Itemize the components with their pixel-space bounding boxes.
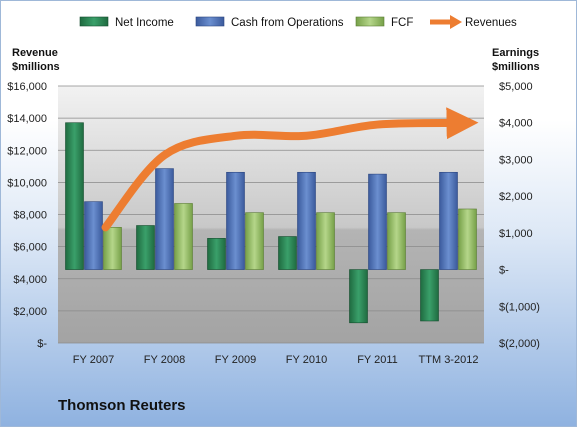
right-tick-label: $(2,000) <box>499 338 540 350</box>
left-axis-title-line1: Revenue <box>12 47 58 59</box>
bar-cash-from-operations <box>84 201 103 270</box>
right-tick-label: $2,000 <box>499 191 533 203</box>
bar-cash-from-operations <box>297 171 316 270</box>
x-tick-label: FY 2010 <box>286 354 327 366</box>
bar-net-income <box>65 122 84 270</box>
legend-label: Cash from Operations <box>231 17 344 29</box>
legend-label: FCF <box>391 17 413 29</box>
bar-net-income <box>136 225 155 270</box>
right-tick-label: $3,000 <box>499 154 533 166</box>
right-tick-label: $5,000 <box>499 81 533 93</box>
revenue-line <box>101 107 479 232</box>
left-tick-labels: $- $2,000 $4,000 $6,000 $8,000 $10,000 $12,000… <box>7 81 47 350</box>
legend-swatch <box>355 16 385 27</box>
right-tick-label: $- <box>499 265 509 277</box>
legend-swatch <box>79 16 109 27</box>
revenue-line-path <box>101 107 479 232</box>
left-tick-label: $2,000 <box>13 306 47 318</box>
bar-fcf <box>103 227 122 270</box>
legend-label: Revenues <box>465 17 517 29</box>
right-tick-label: $1,000 <box>499 228 533 240</box>
bar-fcf <box>387 212 406 270</box>
left-tick-label: $12,000 <box>7 145 47 157</box>
left-tick-label: $16,000 <box>7 81 47 93</box>
bar-net-income <box>207 238 226 270</box>
x-tick-label: FY 2009 <box>215 354 256 366</box>
legend-label: Net Income <box>115 17 174 29</box>
x-tick-label: FY 2011 <box>357 354 398 366</box>
legend-swatch <box>195 16 225 27</box>
right-axis-title-line1: Earnings <box>492 47 539 59</box>
bar-fcf <box>458 208 477 270</box>
gridlines <box>58 85 484 344</box>
x-tick-label: TTM 3-2012 <box>419 354 479 366</box>
right-tick-labels: $(2,000) $(1,000) $- $1,000 $2,000 $3,000 $4,0… <box>499 81 540 350</box>
left-tick-label: $10,000 <box>7 177 47 189</box>
left-tick-label: $4,000 <box>13 274 47 286</box>
left-tick-label: $14,000 <box>7 113 47 125</box>
bar-cash-from-operations <box>368 173 387 270</box>
legend-arrow-icon <box>450 15 462 29</box>
right-tick-label: $(1,000) <box>499 301 540 313</box>
bar-fcf <box>174 203 193 270</box>
right-axis-title-line2: $millions <box>492 61 540 73</box>
left-tick-label: $6,000 <box>13 242 47 254</box>
bar-cash-from-operations <box>226 171 245 270</box>
bar-cash-from-operations <box>439 171 458 270</box>
x-tick-label: FY 2007 <box>73 354 114 366</box>
x-tick-labels: FY 2007 FY 2008 FY 2009 FY 2010 FY 2011 TTM 3… <box>73 354 479 366</box>
bar-net-income <box>278 236 297 270</box>
bar-net-income <box>349 269 368 324</box>
bar-net-income <box>420 269 439 322</box>
bar-cash-from-operations <box>155 168 174 270</box>
left-tick-label: $- <box>37 338 47 350</box>
right-tick-label: $4,000 <box>499 118 533 130</box>
legend: Net Income Cash from Operations FCF Revenue… <box>79 15 517 29</box>
bar-fcf <box>316 212 335 270</box>
bars <box>65 122 477 324</box>
company-name: Thomson Reuters <box>58 397 186 414</box>
bar-fcf <box>245 212 264 270</box>
left-tick-label: $8,000 <box>13 210 47 222</box>
left-axis-title-line2: $millions <box>12 61 60 73</box>
x-tick-label: FY 2008 <box>144 354 185 366</box>
